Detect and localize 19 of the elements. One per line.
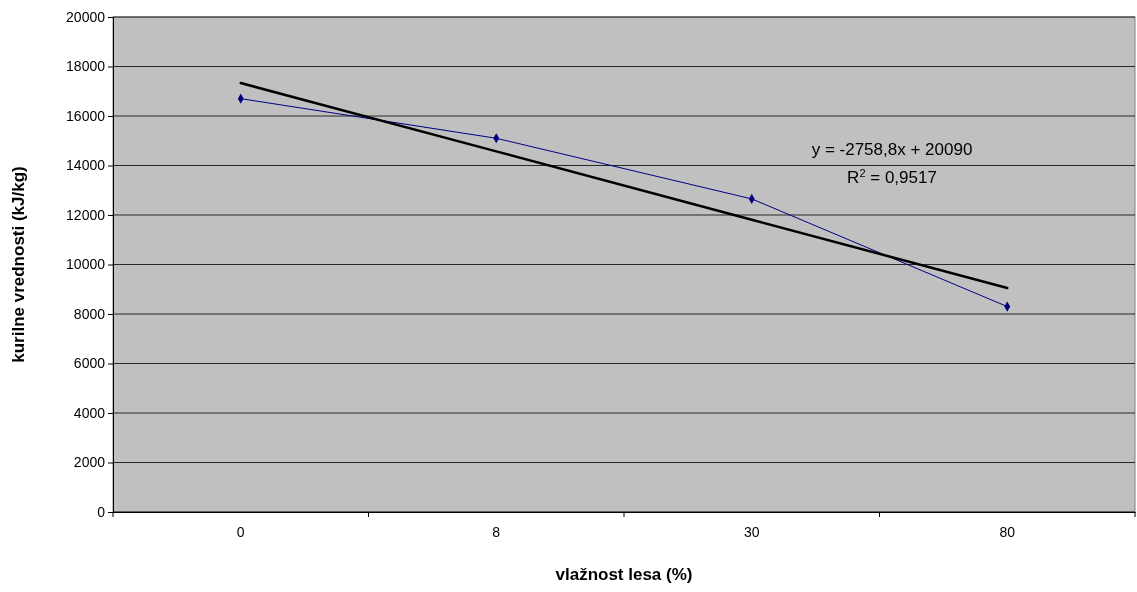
y-tick-label: 8000 <box>73 305 106 322</box>
y-tick-label: 16000 <box>66 107 106 124</box>
x-tick-label: 8 <box>492 524 501 541</box>
y-tick-label: 4000 <box>73 404 106 421</box>
annotation: y = -2758,8x + 20090 <box>811 140 973 159</box>
y-tick-label: 10000 <box>66 256 106 273</box>
x-tick-label: 80 <box>999 524 1016 541</box>
y-tick-label: 6000 <box>73 355 106 372</box>
y-tick-label: 12000 <box>66 206 106 223</box>
y-tick-label: 2000 <box>73 454 106 471</box>
y-axis-title: kurilne vrednosti (kJ/kg) <box>9 166 28 363</box>
annotation: R$^{2}$ = 0,9517 <box>847 167 937 187</box>
y-tick-label: 14000 <box>66 157 106 174</box>
y-tick-label: 18000 <box>66 58 106 75</box>
x-axis-title: vlažnost lesa (%) <box>555 565 693 584</box>
y-tick-label: 0 <box>97 503 106 520</box>
x-tick-label: 0 <box>236 524 245 541</box>
y-tick-label: 20000 <box>66 8 106 25</box>
x-tick-label: 30 <box>743 524 760 541</box>
